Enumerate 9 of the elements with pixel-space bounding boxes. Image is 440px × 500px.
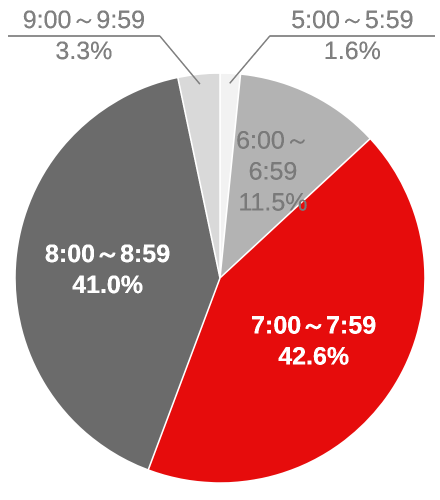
data-label: 1.6% (324, 37, 381, 65)
data-label: 3.3% (55, 37, 112, 65)
slice-label: 8:00～8:59 (45, 240, 170, 268)
data-label: 42.6% (278, 342, 350, 370)
slice-label: 9:00～9:59 (22, 6, 146, 34)
slice-label: 7:00～7:59 (251, 311, 376, 340)
data-label: 41.0% (72, 271, 144, 300)
slice-label: 6:00～6:59 (236, 126, 310, 186)
slice-label: 5:00～5:59 (291, 6, 414, 34)
